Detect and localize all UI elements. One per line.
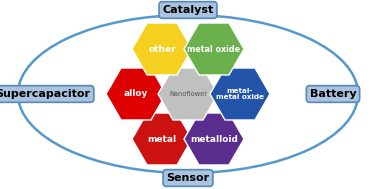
Text: Battery: Battery [310, 89, 356, 99]
Polygon shape [158, 68, 218, 120]
Text: alloy: alloy [124, 90, 148, 98]
Polygon shape [184, 113, 244, 165]
Text: other: other [148, 44, 176, 53]
Text: Supercapacitor: Supercapacitor [0, 89, 91, 99]
Text: metal-
metal oxide: metal- metal oxide [216, 88, 264, 100]
Polygon shape [132, 113, 192, 165]
Polygon shape [210, 68, 270, 120]
Text: Sensor: Sensor [167, 173, 209, 183]
Polygon shape [132, 23, 192, 75]
Text: metal: metal [147, 135, 177, 143]
Text: Nanoflower: Nanoflower [169, 91, 207, 97]
Polygon shape [184, 23, 244, 75]
Text: metal oxide: metal oxide [187, 44, 241, 53]
Text: metalloid: metalloid [190, 135, 238, 143]
Text: Catalyst: Catalyst [162, 5, 214, 15]
Polygon shape [106, 68, 166, 120]
